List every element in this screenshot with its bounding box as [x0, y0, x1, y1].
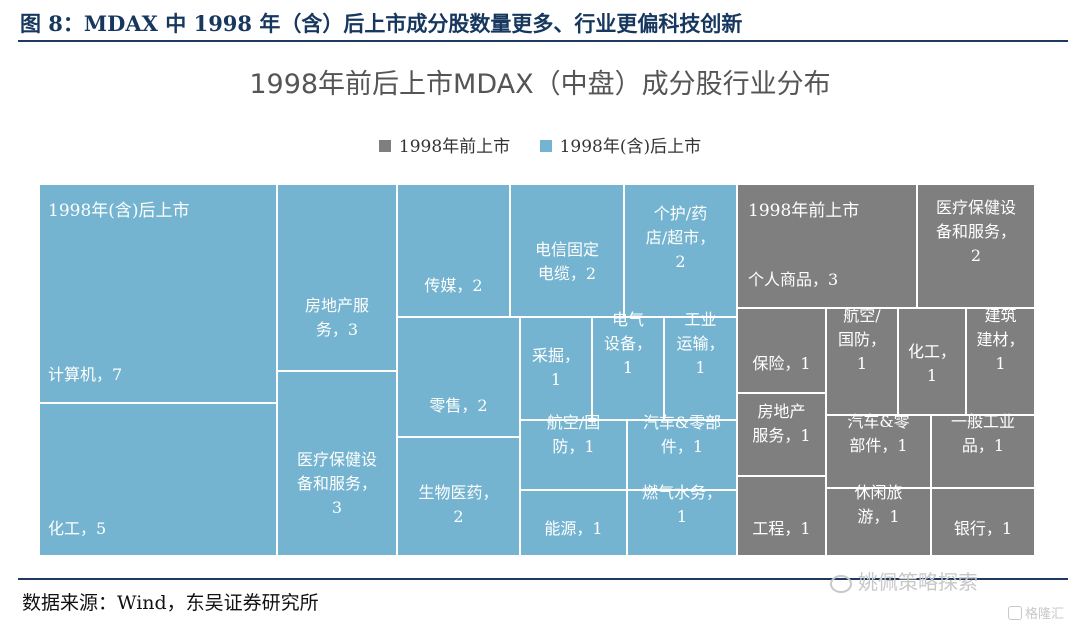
treemap-tile: 医疗保健设 备和服务， 2	[918, 185, 1036, 309]
treemap-tile: 航空/国 防，1	[521, 413, 628, 491]
treemap-tile-label: 电信固定 电缆，2	[534, 240, 599, 283]
treemap-tile: 工业 运输， 1	[665, 310, 738, 421]
treemap-tile-label: 房地产服 务，3	[304, 296, 369, 339]
treemap-tile-label: 传媒，2	[424, 276, 483, 295]
treemap-tile: 电气 设备， 1	[593, 310, 665, 421]
treemap-tile-label: 计算机，7	[48, 365, 123, 384]
treemap-tile-label: 医疗保健设 备和服务， 2	[935, 198, 1016, 265]
treemap-tile: 房地产 服务，1	[738, 394, 827, 477]
treemap-tile-label: 汽车&零 部件，1	[847, 412, 910, 455]
wechat-icon	[830, 574, 852, 593]
treemap-tile: 采掘， 1	[521, 318, 593, 421]
treemap-tile-label: 燃气水务， 1	[641, 483, 722, 526]
watermark: 姚佩策略探索	[830, 566, 978, 595]
treemap-tile: 保险，1	[738, 309, 827, 394]
legend-item-pre: 1998年前上市	[378, 132, 511, 157]
treemap-tile-label: 化工，5	[48, 519, 107, 538]
treemap-tile-label: 个护/药 店/超市， 2	[645, 204, 716, 271]
bottom-rule	[18, 578, 1068, 580]
treemap-group-label: 1998年(含)后上市	[48, 201, 190, 221]
watermark-logo: 格隆汇	[1008, 603, 1064, 622]
treemap-tile: 汽车&零部 件，1	[628, 413, 738, 491]
treemap-tile: 建筑 建材， 1	[967, 306, 1036, 416]
treemap-tile-label: 航空/ 国防， 1	[837, 306, 886, 373]
treemap-tile: 传媒，2	[398, 185, 511, 318]
treemap-tile: 生物医药， 2	[398, 438, 521, 557]
legend-label-post: 1998年(含)后上市	[559, 137, 702, 157]
treemap-tile: 银行，1	[932, 489, 1036, 557]
treemap-tile-label: 采掘， 1	[531, 346, 580, 389]
legend-swatch-pre	[378, 140, 391, 152]
treemap-tile: 休闲旅 游，1	[827, 483, 932, 557]
watermark-logo-text: 格隆汇	[1025, 607, 1065, 622]
chart-legend: 1998年前上市 1998年(含)后上市	[0, 132, 1080, 157]
treemap-tile-label: 工程，1	[752, 519, 811, 538]
treemap-tile: 个人商品，3	[738, 185, 918, 309]
treemap-tile: 计算机，7	[40, 185, 278, 404]
source-note: 数据来源：Wind，东吴证券研究所	[22, 592, 319, 614]
treemap-tile: 汽车&零 部件，1	[827, 412, 932, 489]
figure-title: 图 8：MDAX 中 1998 年（含）后上市成分股数量更多、行业更偏科技创新	[20, 11, 743, 36]
treemap-tile-label: 一般工业 品，1	[950, 412, 1015, 455]
gelonghui-logo-icon	[1008, 606, 1022, 620]
treemap-tile: 医疗保健设 备和服务， 3	[278, 372, 398, 557]
treemap-tile-label: 建筑 建材， 1	[976, 306, 1025, 373]
treemap-tile: 个护/药 店/超市， 2	[625, 185, 738, 318]
chart-title: 1998年前后上市MDAX（中盘）成分股行业分布	[249, 69, 831, 100]
legend-label-pre: 1998年前上市	[398, 137, 511, 157]
treemap-tile: 燃气水务， 1	[628, 483, 738, 557]
treemap-tile: 航空/ 国防， 1	[827, 306, 899, 416]
treemap-tile-label: 个人商品，3	[748, 270, 839, 289]
treemap-tile: 工程，1	[738, 477, 827, 557]
treemap-tile-label: 能源，1	[544, 519, 603, 538]
legend-swatch-post	[539, 140, 552, 152]
treemap-tile-label: 医疗保健设 备和服务， 3	[296, 450, 377, 517]
top-rule	[18, 40, 1068, 42]
treemap-group-label: 1998年前上市	[748, 201, 860, 221]
treemap-tile-label: 航空/国 防，1	[546, 413, 601, 456]
treemap-tile-label: 保险，1	[752, 354, 811, 373]
treemap-tile: 一般工业 品，1	[932, 412, 1036, 489]
treemap-tile: 零售，2	[398, 318, 521, 438]
treemap-tile: 化工， 1	[899, 309, 967, 416]
watermark-text: 姚佩策略探索	[858, 570, 978, 594]
treemap-tile-label: 化工， 1	[907, 342, 956, 385]
treemap-tile-label: 休闲旅 游，1	[854, 483, 903, 526]
treemap-tile-label: 房地产 服务，1	[752, 402, 811, 445]
legend-item-post: 1998年(含)后上市	[539, 132, 702, 157]
treemap-tile: 房地产服 务，3	[278, 185, 398, 372]
treemap-tile-label: 生物医药， 2	[418, 483, 499, 526]
treemap-tile-label: 零售，2	[429, 396, 488, 415]
treemap-tile: 电信固定 电缆，2	[511, 185, 625, 318]
treemap-tile-label: 汽车&零部 件，1	[642, 413, 722, 456]
treemap-tile: 能源，1	[521, 491, 628, 557]
treemap-tile-label: 银行，1	[953, 519, 1013, 538]
treemap-tile-label: 电气 设备， 1	[603, 310, 652, 377]
treemap-tile: 化工，5	[40, 404, 278, 557]
treemap-tile-label: 工业 运输， 1	[676, 310, 725, 377]
